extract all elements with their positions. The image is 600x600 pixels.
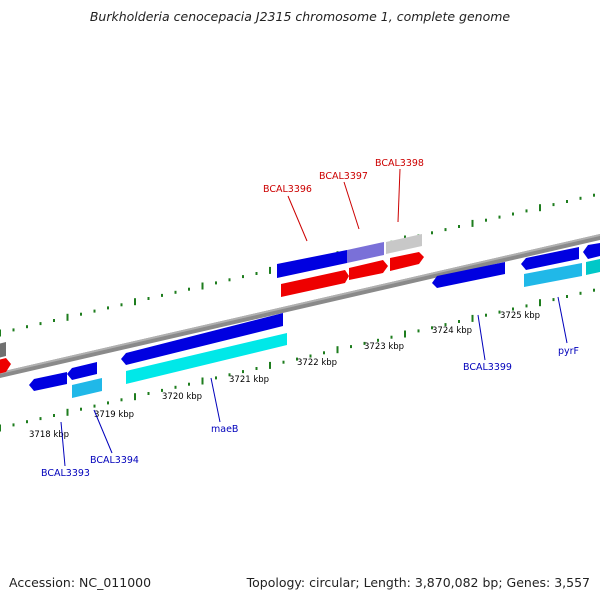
- chromosome-backbone: [0, 234, 600, 378]
- gene-arrow-maeb[interactable]: [121, 313, 283, 365]
- pseudo-bar-bcal3398[interactable]: [386, 234, 422, 254]
- gene-label-bcal3394[interactable]: BCAL3394: [90, 455, 139, 466]
- cds-bar-bcal3394[interactable]: [72, 378, 102, 398]
- gene-label-maeb[interactable]: maeB: [211, 424, 238, 435]
- gene-arrow-bcal3394[interactable]: [67, 362, 97, 380]
- scale-label: 3719 kbp: [94, 410, 134, 420]
- reverse-gene-labels: BCAL3393 BCAL3394 maeB BCAL3399 pyrF: [41, 346, 579, 479]
- gene-arrow-pyrf[interactable]: [521, 247, 579, 270]
- gene-label-bcal3393[interactable]: BCAL3393: [41, 468, 90, 479]
- accession-text: Accession: NC_011000: [9, 575, 152, 590]
- cds-bar-pyrf[interactable]: [586, 259, 600, 275]
- gene-label-bcal3398[interactable]: BCAL3398: [375, 158, 424, 169]
- gene-label-bcal3397[interactable]: BCAL3397: [319, 171, 368, 182]
- gene-arrow-next[interactable]: [583, 243, 600, 259]
- scale-label: 3718 kbp: [29, 430, 69, 440]
- scale-label: 3722 kbp: [297, 358, 337, 368]
- forward-strand-features: [0, 234, 600, 376]
- cds-arrow[interactable]: [0, 358, 11, 376]
- cds-arrow-bcal3397[interactable]: [349, 260, 388, 280]
- scale-label: 3723 kbp: [364, 342, 404, 352]
- scale-label: 3720 kbp: [162, 392, 202, 402]
- gene-label-bcal3396[interactable]: BCAL3396: [263, 184, 312, 195]
- scale-label: 3721 kbp: [229, 375, 269, 385]
- cds-bar-bcal3399-region[interactable]: [524, 263, 582, 287]
- cds-arrow-bcal3398[interactable]: [390, 252, 424, 271]
- label-leader-lines: [60, 168, 568, 467]
- cds-arrow-bcal3396[interactable]: [281, 270, 349, 297]
- gene-bar-bcal3396[interactable]: [277, 250, 347, 278]
- gene-label-pyrf[interactable]: pyrF: [558, 346, 579, 357]
- rna-bar-bcal3397[interactable]: [347, 242, 384, 263]
- tick-marks-inner: [0, 288, 595, 432]
- cds-bar-maeb[interactable]: [126, 333, 287, 384]
- genome-summary-text: Topology: circular; Length: 3,870,082 bp…: [246, 575, 590, 590]
- gene-bar[interactable]: [0, 342, 6, 360]
- forward-gene-labels: BCAL3396 BCAL3397 BCAL3398: [263, 158, 424, 195]
- gene-arrow-bcal3399[interactable]: [432, 262, 505, 288]
- gene-arrow-bcal3393[interactable]: [29, 372, 67, 391]
- scale-label: 3725 kbp: [500, 311, 540, 321]
- gene-label-bcal3399[interactable]: BCAL3399: [463, 362, 512, 373]
- scale-labels: 3718 kbp 3719 kbp 3720 kbp 3721 kbp 3722…: [29, 311, 540, 440]
- reverse-strand-features: [29, 259, 600, 398]
- map-title: Burkholderia cenocepacia J2315 chromosom…: [89, 9, 511, 24]
- scale-label: 3724 kbp: [432, 326, 472, 336]
